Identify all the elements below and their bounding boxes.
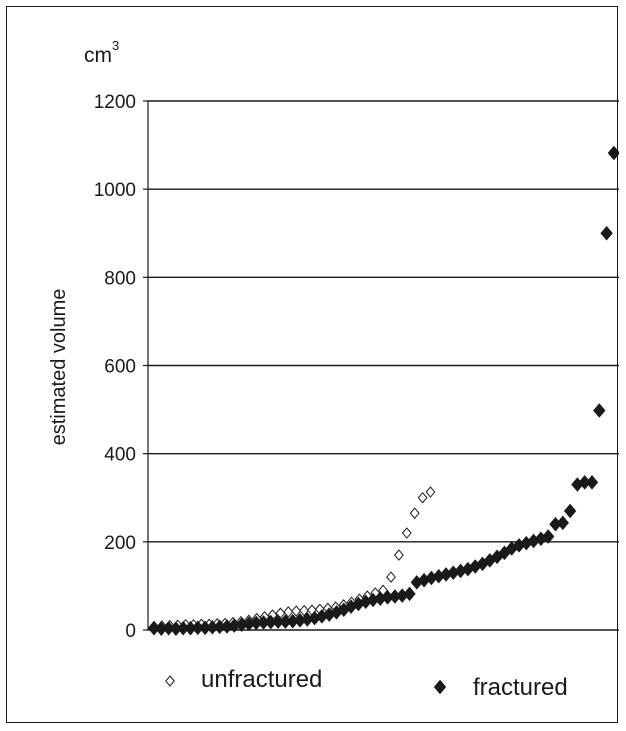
data-point-unfractured (291, 605, 302, 617)
data-point-fractured (403, 586, 416, 602)
data-point-fractured (600, 225, 613, 241)
y-tick-label: 400 (104, 445, 136, 466)
data-point-fractured (585, 475, 599, 490)
legend-label-fractured: fractured (473, 674, 568, 701)
legend: unfractured fractured (165, 666, 568, 701)
data-point-fractured (563, 503, 577, 519)
data-point-unfractured (393, 549, 404, 561)
legend-marker-unfractured (165, 675, 175, 687)
y-tick-label: 1000 (94, 180, 136, 201)
y-unit-label: cm3 (84, 38, 119, 67)
legend-diamond-fractured (433, 679, 447, 695)
scatter-chart: 0 200 400 600 800 1000 1200 cm3 estimated volu… (48, 38, 621, 701)
y-tick-label: 600 (104, 357, 136, 378)
data-point-unfractured (386, 571, 396, 583)
y-unit-exponent: 3 (112, 38, 119, 53)
data-point-unfractured (425, 486, 436, 498)
legend-item-fractured: fractured (433, 674, 568, 701)
data-point-unfractured (401, 527, 412, 539)
chart-frame: 0 200 400 600 800 1000 1200 cm3 estimated volu… (6, 6, 621, 723)
y-tick-label: 0 (125, 621, 136, 642)
data-points (147, 145, 621, 636)
data-point-unfractured (299, 604, 310, 617)
data-point-unfractured (283, 606, 294, 618)
y-tick-label: 800 (104, 268, 136, 289)
data-point-unfractured (417, 491, 428, 504)
legend-item-unfractured: unfractured (165, 666, 322, 693)
y-tick-label: 200 (104, 533, 136, 554)
legend-diamond-unfractured (165, 675, 175, 687)
series-fractured (147, 145, 621, 636)
data-point-unfractured (409, 507, 420, 519)
y-axis-label: estimated volume (48, 289, 70, 446)
y-unit-base: cm (84, 44, 112, 67)
data-point-fractured (556, 515, 569, 531)
data-point-fractured (542, 529, 555, 544)
legend-label-unfractured: unfractured (201, 666, 322, 693)
series-unfractured (149, 486, 436, 633)
legend-marker-fractured (433, 679, 447, 695)
y-tick-label: 1200 (94, 92, 136, 113)
gridlines (143, 100, 619, 631)
y-tick-labels: 0 200 400 600 800 1000 1200 (94, 92, 136, 642)
data-point-fractured (593, 403, 606, 418)
data-point-fractured (607, 145, 621, 161)
